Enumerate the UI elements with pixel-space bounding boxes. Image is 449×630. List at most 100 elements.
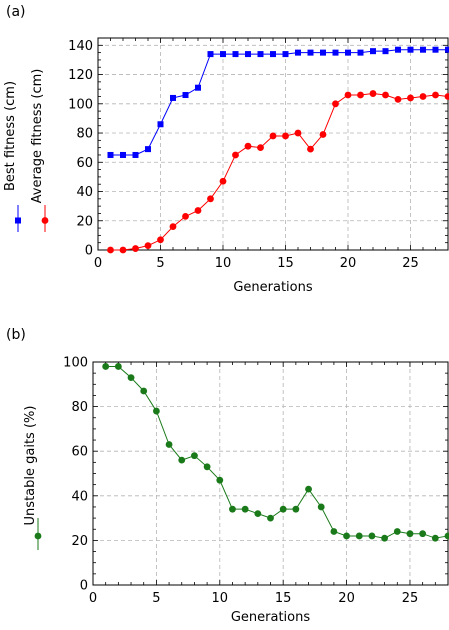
x-tick-label: 5 [152,591,160,606]
data-point [292,505,300,513]
data-point [182,212,189,220]
series-line [105,365,449,539]
data-point [114,363,122,370]
panel-label: (a) [6,4,26,20]
chart-panel-b: (b) 0 5 10 15 20 25 0 20 40 60 80 100 Generations Unst… [6,327,449,625]
x-tick-label: 15 [277,256,294,271]
legend-marker [34,532,42,540]
y-tick-label: 100 [68,97,93,112]
chart-panel-a: (a) 0 5 10 15 20 25 0 20 40 60 80 100 120 140 Generatio… [3,4,449,295]
data-point [232,151,239,159]
data-point [305,485,312,493]
data-point [140,387,148,395]
legend-marker [41,217,49,224]
x-tick-label: 5 [156,256,164,271]
data-point [317,503,325,511]
y-tick-label: 100 [63,356,88,371]
data-point [282,51,289,58]
data-point [194,207,202,214]
data-point [407,94,414,102]
data-point [345,49,351,56]
data-point [220,51,226,58]
data-point [319,131,327,138]
data-point [270,51,276,58]
y-axis-label: Average fitness (cm) [30,69,45,204]
panel-label: (b) [6,327,26,343]
y-axis-label: Unstable gaits (%) [23,406,38,526]
data-point [157,121,164,128]
y-tick-label: 60 [71,445,88,460]
data-point [330,528,338,535]
data-point [132,245,139,252]
y-tick-label: 0 [85,244,93,259]
x-tick-label: 0 [89,591,97,606]
data-point [102,363,110,370]
x-tick-label: 10 [212,591,229,606]
data-point [219,177,227,185]
y-tick-label: 40 [76,185,93,200]
data-point [369,90,377,97]
data-point [165,441,173,448]
data-point [107,151,114,158]
data-point [406,530,414,538]
data-point [216,476,224,484]
y-tick-label: 140 [68,39,93,54]
data-point [431,534,439,542]
data-point [382,48,389,55]
data-point [307,145,314,153]
x-tick-label: 15 [275,591,292,606]
data-point [267,514,274,522]
legend-marker [15,217,21,224]
data-point [257,144,264,152]
data-point [419,530,427,538]
data-point [344,91,352,99]
data-point [320,49,326,56]
data-point [178,456,186,464]
y-tick-label: 80 [71,400,88,415]
data-point [279,505,287,513]
plot-frame [92,361,449,586]
data-point [107,246,114,254]
x-tick-label: 20 [338,591,355,606]
data-point [332,100,339,108]
data-point [444,93,449,100]
x-tick-label: 10 [215,256,232,271]
data-point [432,46,439,53]
data-point [382,91,389,99]
data-point [182,92,189,99]
data-point [229,505,236,513]
data-point [132,151,139,158]
x-tick-label: 25 [402,591,419,606]
data-point [170,94,176,101]
y-tick-label: 60 [76,156,93,171]
data-point [420,46,426,53]
data-point [294,129,302,137]
data-point [244,142,252,150]
series-1 [102,363,449,542]
data-point [207,195,214,203]
data-point [393,528,401,535]
data-point [169,223,177,231]
y-axis-label: Best fitness (cm) [3,81,18,191]
data-point [407,46,414,53]
series-2 [107,90,449,254]
data-point [120,151,126,158]
data-point [269,132,277,140]
data-point [394,96,402,103]
x-tick-label: 0 [94,256,102,271]
data-point [145,146,151,153]
data-point [445,46,449,53]
data-point [307,49,314,56]
data-point [119,246,127,254]
data-point [241,505,249,513]
x-axis-label: Generations [231,610,311,625]
data-point [357,49,364,56]
data-point [432,91,439,99]
series-line [110,49,448,156]
series-1 [107,46,449,158]
data-point [368,532,376,540]
y-tick-label: 40 [71,489,88,504]
data-point [357,91,364,99]
data-point [343,532,350,540]
